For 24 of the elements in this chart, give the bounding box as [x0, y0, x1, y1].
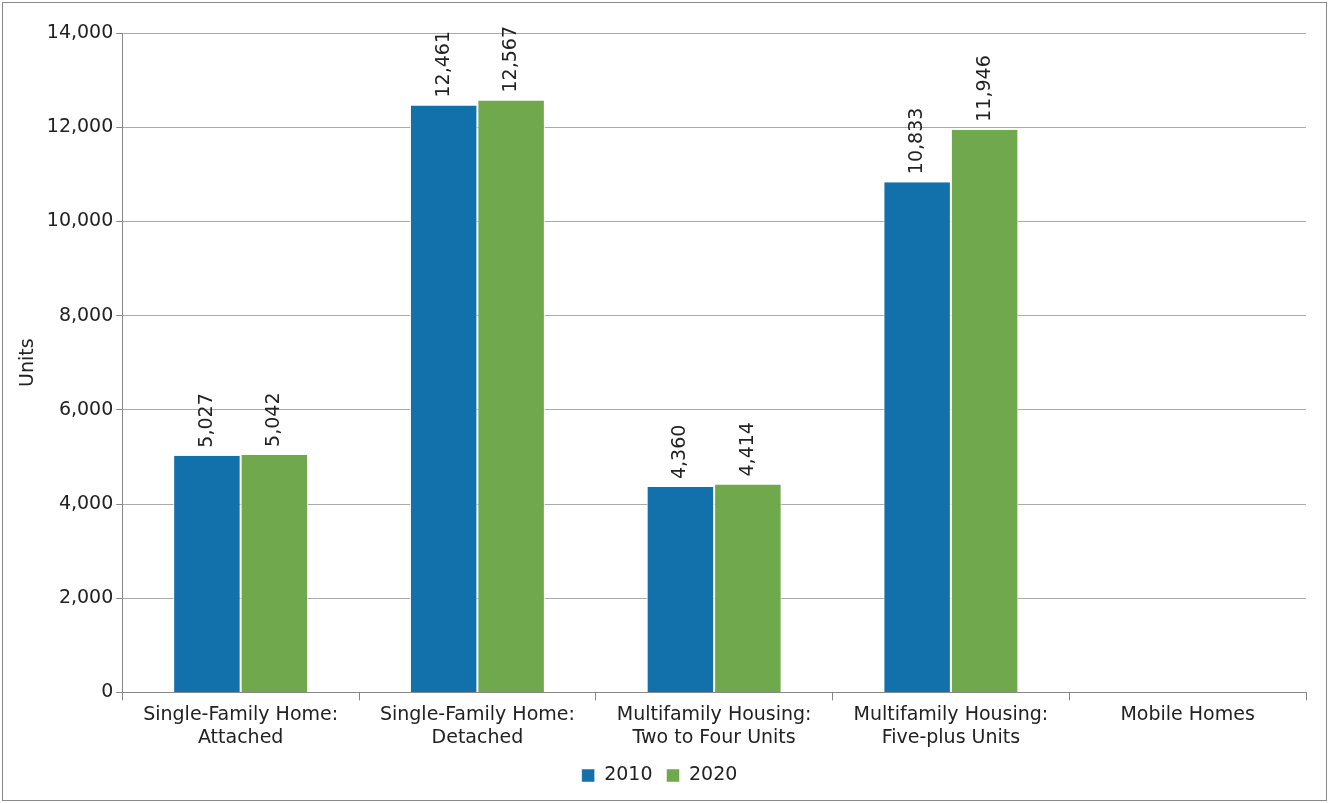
data-label: 10,833 — [904, 107, 927, 175]
y-tick-label: 4,000 — [58, 490, 114, 513]
x-tick-label: Single-Family Home: Detached — [379, 701, 575, 747]
y-tick-label: 6,000 — [58, 396, 114, 419]
y-tick-label: 12,000 — [46, 114, 114, 137]
y-tick-label: 0 — [101, 679, 114, 702]
data-label: 5,027 — [193, 393, 216, 448]
y-axis-title: Units — [15, 338, 38, 387]
data-label: 12,461 — [430, 31, 453, 98]
y-tick-label: 2,000 — [58, 585, 114, 608]
y-tick-label: 14,000 — [46, 19, 114, 42]
x-tick-label: Multifamily Housing: Five-plus Units — [853, 701, 1049, 747]
data-label: 12,567 — [498, 26, 521, 93]
legend-label: 2010 — [604, 762, 653, 785]
data-label: 4,360 — [667, 424, 690, 480]
x-tick-label: Mobile Homes — [1120, 701, 1255, 724]
legend-label: 2020 — [689, 762, 738, 785]
data-label: 4,414 — [734, 422, 757, 477]
x-tick-label: Single-Family Home: Attached — [143, 701, 339, 747]
data-label: 11,946 — [971, 55, 994, 122]
y-tick-label: 8,000 — [58, 302, 114, 325]
y-tick-label: 10,000 — [46, 208, 114, 231]
x-tick-label: Multifamily Housing: Two to Four Units — [616, 701, 812, 747]
data-label: 5,042 — [261, 392, 284, 447]
